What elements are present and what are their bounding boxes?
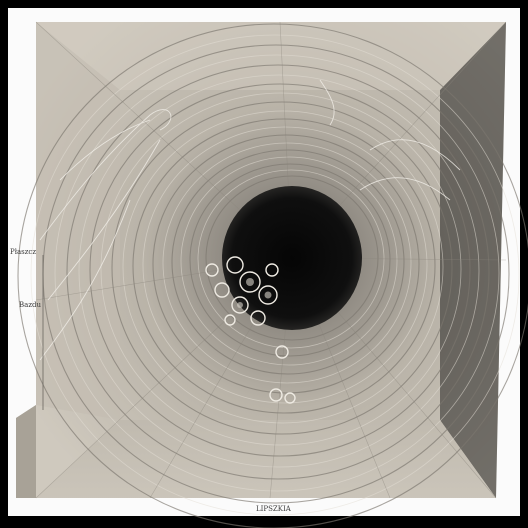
floating-cluster	[205, 256, 296, 404]
right-wall-panel	[440, 22, 506, 498]
tunnel-ridges	[17, 23, 528, 528]
left-ledge	[16, 405, 36, 498]
web-strands	[39, 79, 461, 361]
tunnel-hole	[222, 186, 362, 330]
left-wall-panel	[36, 22, 120, 420]
label-bottom: LIPSZKIA	[256, 505, 291, 513]
label-left-mid: Bazdu	[19, 301, 41, 309]
label-left-top: Płaszcz	[10, 248, 37, 256]
